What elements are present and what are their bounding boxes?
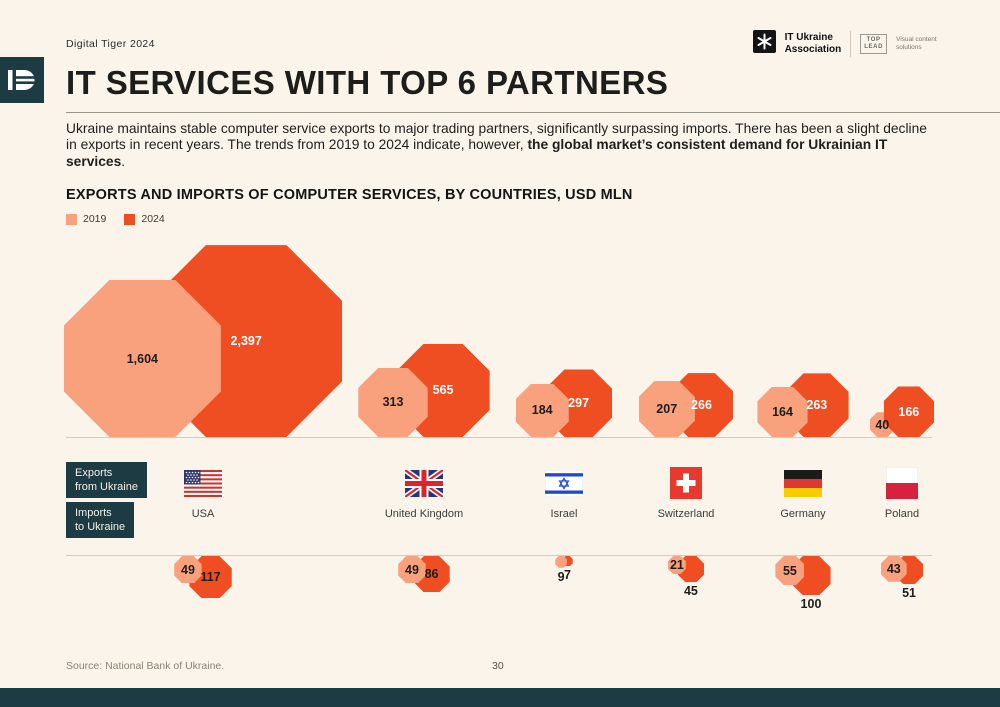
row-label-exports: Exports from Ukraine xyxy=(66,462,147,499)
country-label: United Kingdom xyxy=(384,508,464,520)
export-2019-shape-usa xyxy=(63,280,221,437)
page-title: IT SERVICES WITH TOP 6 PARTNERS xyxy=(66,64,669,101)
value-label: 207 xyxy=(656,401,678,416)
report-label: Digital Tiger 2024 xyxy=(66,38,155,50)
value-label: 40 xyxy=(875,417,890,432)
legend-swatch-2024 xyxy=(124,213,136,225)
value-label: 45 xyxy=(683,584,698,599)
baseline-imports xyxy=(66,555,932,556)
value-label: 266 xyxy=(691,398,712,413)
toplead-logo-box: TOP LEAD xyxy=(860,34,887,54)
page-number: 30 xyxy=(492,660,504,672)
country-label: Poland xyxy=(884,508,920,520)
flag-germany-icon xyxy=(784,470,822,497)
value-label: 1,604 xyxy=(126,351,158,366)
row-label-imports: Imports to Ukraine xyxy=(66,502,135,539)
import-2019-shape-switzerland xyxy=(667,556,686,574)
import-2019-shape-germany xyxy=(775,556,805,586)
intro-tail: . xyxy=(121,153,126,169)
export-2019-shape-germany xyxy=(757,386,808,437)
logo-divider xyxy=(850,31,852,57)
digital-tiger-logo-icon xyxy=(0,57,44,103)
value-label: 51 xyxy=(902,585,917,600)
import-2019-shape-usa xyxy=(174,556,202,584)
source-note: Source: National Bank of Ukraine. xyxy=(66,660,225,672)
import-2024-shape-israel xyxy=(562,556,573,567)
flag-usa-icon xyxy=(184,470,222,497)
intro-normal: Ukraine maintains stable computer servic… xyxy=(66,121,927,153)
value-label: 2,397 xyxy=(230,334,262,349)
intro-bold: the global market’s consistent demand fo… xyxy=(66,137,888,169)
value-label: 297 xyxy=(568,396,590,411)
toplead-description: Visual content solutions xyxy=(896,35,937,51)
it-ukraine-logo-icon xyxy=(752,30,776,58)
legend-swatch-2019 xyxy=(66,213,77,225)
flag-switzerland-icon xyxy=(670,467,702,499)
intro-text: Ukraine maintains stable computer servic… xyxy=(66,121,934,170)
value-label: 565 xyxy=(432,383,454,398)
export-2019-shape-israel xyxy=(515,383,569,437)
value-label: 9 xyxy=(557,569,565,584)
baseline-exports xyxy=(66,437,932,438)
import-2019-shape-poland xyxy=(880,556,907,582)
value-label: 7 xyxy=(564,568,572,583)
title-rule xyxy=(66,112,1000,113)
country-label: Israel xyxy=(550,508,578,520)
value-label: 49 xyxy=(405,562,419,577)
value-label: 184 xyxy=(531,403,553,418)
country-label: USA xyxy=(191,508,215,520)
country-label: Switzerland xyxy=(657,508,715,520)
legend-label-2024: 2024 xyxy=(141,213,165,225)
value-label: 313 xyxy=(382,395,404,410)
header-logos: IT Ukraine Association TOP LEAD Visual c… xyxy=(752,30,938,58)
it-ukraine-logo-text: IT Ukraine Association xyxy=(784,32,842,55)
value-label: 43 xyxy=(886,561,901,576)
export-2019-shape-uk xyxy=(358,367,428,437)
flag-israel-icon xyxy=(545,470,583,497)
legend-label-2019: 2019 xyxy=(83,213,107,225)
value-label: 55 xyxy=(782,563,797,578)
value-label: 164 xyxy=(772,404,793,419)
value-label: 100 xyxy=(800,597,822,612)
chart-legend: 2019 2024 xyxy=(66,213,177,225)
flag-poland-icon xyxy=(886,467,918,499)
export-2024-shape-poland xyxy=(883,386,935,437)
value-label: 21 xyxy=(669,557,684,572)
chart-title: EXPORTS AND IMPORTS OF COMPUTER SERVICES… xyxy=(66,187,633,203)
value-label: 49 xyxy=(181,562,195,577)
value-label: 86 xyxy=(424,567,439,582)
import-2019-shape-uk xyxy=(398,556,426,584)
value-label: 263 xyxy=(806,398,828,413)
export-2019-shape-switzerland xyxy=(638,380,695,437)
country-label: Germany xyxy=(780,508,826,520)
footer-bar xyxy=(0,688,1000,707)
flag-uk-icon xyxy=(405,470,443,497)
value-label: 166 xyxy=(898,404,920,419)
value-label: 117 xyxy=(200,570,221,585)
import-2019-shape-israel xyxy=(555,556,568,568)
